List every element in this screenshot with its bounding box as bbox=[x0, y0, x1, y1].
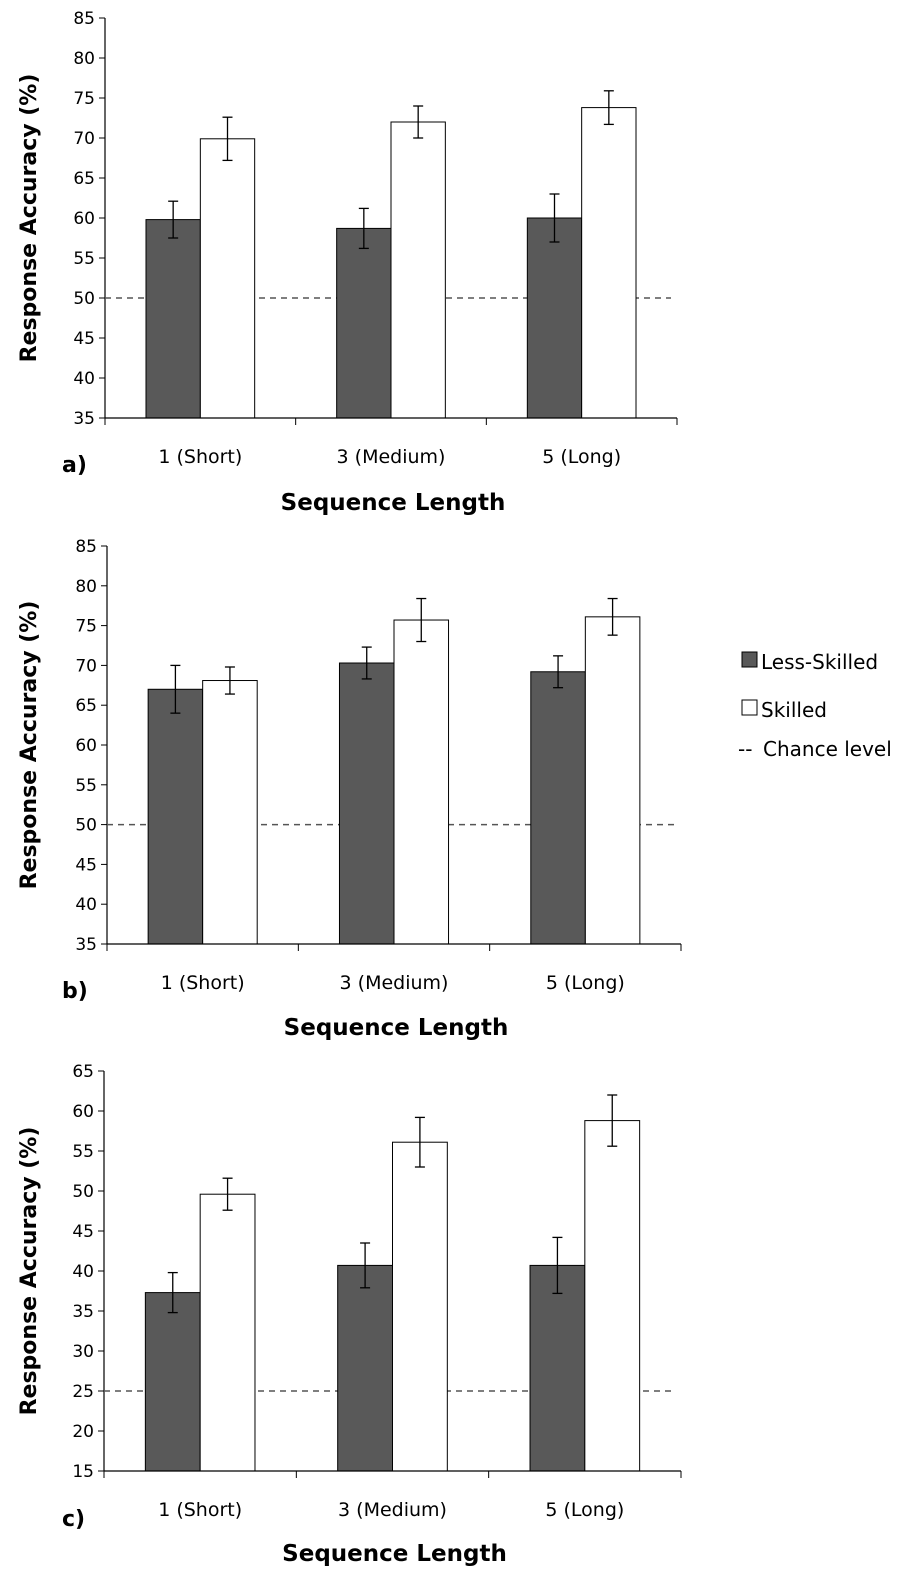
y-tick-label: 40 bbox=[75, 895, 97, 915]
y-tick-label: 20 bbox=[72, 1422, 94, 1442]
x-axis-title: Sequence Length bbox=[282, 1541, 507, 1567]
y-tick-label: 35 bbox=[72, 1302, 94, 1322]
y-axis-title: Response Accuracy (%) bbox=[17, 1127, 42, 1416]
bar-less-skilled bbox=[337, 1264, 393, 1472]
x-category-label: 1 (Short) bbox=[158, 446, 242, 468]
x-category-label: 3 (Medium) bbox=[337, 446, 446, 468]
y-tick-label: 45 bbox=[75, 855, 97, 875]
y-tick-label: 40 bbox=[72, 1262, 94, 1282]
y-tick-label: 70 bbox=[73, 129, 95, 149]
bar-skilled bbox=[584, 616, 641, 945]
y-tick-label: 65 bbox=[73, 169, 95, 189]
chart-panel-c: 15 20 25 30 35 40 45 50 55 60 65 1 (Short) 3 (Medium… bbox=[17, 1062, 682, 1567]
y-tick-label: 50 bbox=[75, 816, 97, 836]
y-tick-label: 65 bbox=[75, 696, 97, 716]
panel-label: c) bbox=[62, 1507, 85, 1532]
bar-skilled bbox=[392, 1141, 448, 1472]
legend: Less-Skilled Skilled -- Chance level bbox=[738, 650, 892, 761]
x-category-label: 5 (Long) bbox=[542, 446, 621, 468]
bar-skilled bbox=[199, 1193, 256, 1472]
x-category-label: 1 (Short) bbox=[158, 1499, 242, 1521]
y-tick-label: 55 bbox=[73, 249, 95, 269]
x-category-label: 5 (Long) bbox=[546, 972, 625, 994]
bar-less-skilled bbox=[336, 227, 392, 419]
bar-less-skilled bbox=[145, 219, 201, 419]
y-tick-label: 35 bbox=[75, 935, 97, 955]
y-tick-label: 60 bbox=[75, 736, 97, 756]
legend-label-skilled: Skilled bbox=[761, 698, 827, 722]
bar-less-skilled bbox=[529, 1264, 586, 1472]
y-tick-label: 30 bbox=[72, 1342, 94, 1362]
bar-skilled bbox=[584, 1120, 641, 1472]
panel-label: b) bbox=[62, 979, 88, 1004]
chart-panels: 35 40 45 50 55 60 65 70 75 80 85 1 (Short) 3 (Medium… bbox=[17, 9, 682, 1567]
y-tick-label: 45 bbox=[72, 1222, 94, 1242]
chart-panel-a: 35 40 45 50 55 60 65 70 75 80 85 1 (Short) 3 (Medium… bbox=[17, 9, 678, 516]
x-category-label: 1 (Short) bbox=[161, 972, 245, 994]
legend-marker-less-skilled bbox=[741, 651, 758, 668]
y-axis-title: Response Accuracy (%) bbox=[17, 601, 42, 890]
y-tick-label: 55 bbox=[72, 1142, 94, 1162]
y-tick-label: 85 bbox=[73, 9, 95, 29]
panel-label: a) bbox=[62, 453, 87, 478]
bar-less-skilled bbox=[530, 671, 586, 945]
y-tick-label: 80 bbox=[73, 49, 95, 69]
y-tick-label: 45 bbox=[73, 329, 95, 349]
y-tick-label: 35 bbox=[73, 409, 95, 429]
bar-less-skilled bbox=[526, 217, 583, 419]
x-axis-title: Sequence Length bbox=[281, 490, 506, 516]
bar-skilled bbox=[390, 121, 446, 419]
y-tick-label: 80 bbox=[75, 577, 97, 597]
y-tick-label: 40 bbox=[73, 369, 95, 389]
y-tick-label: 50 bbox=[73, 289, 95, 309]
y-tick-label: 25 bbox=[72, 1382, 94, 1402]
x-category-label: 5 (Long) bbox=[545, 1499, 624, 1521]
y-tick-label: 70 bbox=[75, 656, 97, 676]
legend-marker-skilled bbox=[741, 699, 758, 716]
bar-skilled bbox=[581, 107, 637, 419]
x-axis-title: Sequence Length bbox=[284, 1015, 509, 1041]
chart-panel-b: 35 40 45 50 55 60 65 70 75 80 85 1 (Short) 3 (Medium… bbox=[17, 537, 682, 1041]
y-tick-label: 75 bbox=[75, 617, 97, 637]
bar-skilled bbox=[199, 138, 256, 419]
y-tick-label: 55 bbox=[75, 776, 97, 796]
bar-less-skilled bbox=[338, 662, 395, 945]
y-tick-label: 15 bbox=[72, 1462, 94, 1482]
y-tick-label: 60 bbox=[72, 1102, 94, 1122]
x-category-label: 3 (Medium) bbox=[338, 1499, 447, 1521]
legend-marker-chance: -- bbox=[738, 737, 752, 761]
y-tick-label: 75 bbox=[73, 89, 95, 109]
y-tick-label: 50 bbox=[72, 1182, 94, 1202]
bar-skilled bbox=[202, 680, 258, 945]
x-category-label: 3 (Medium) bbox=[340, 972, 449, 994]
bar-less-skilled bbox=[144, 1292, 201, 1472]
legend-label-chance: Chance level bbox=[763, 737, 892, 761]
y-axis-title: Response Accuracy (%) bbox=[17, 74, 42, 363]
bar-less-skilled bbox=[147, 688, 204, 945]
y-tick-label: 65 bbox=[72, 1062, 94, 1082]
legend-label-less-skilled: Less-Skilled bbox=[761, 650, 878, 674]
y-tick-label: 60 bbox=[73, 209, 95, 229]
bar-skilled bbox=[393, 619, 450, 945]
y-tick-label: 85 bbox=[75, 537, 97, 557]
